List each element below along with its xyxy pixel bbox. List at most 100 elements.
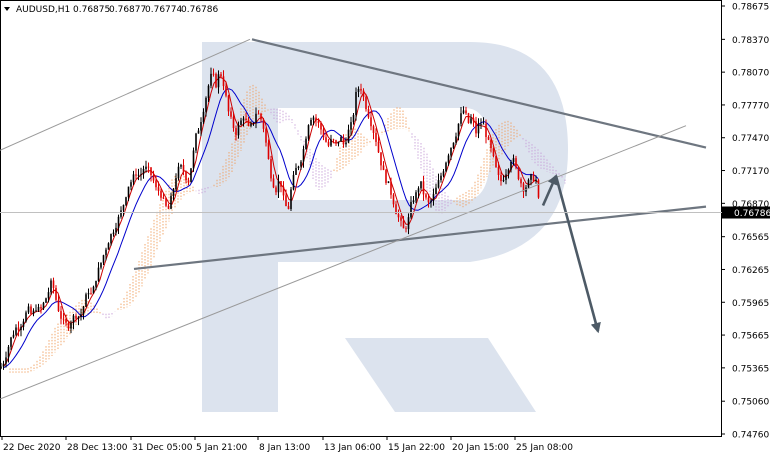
candle-body [65, 318, 67, 323]
candle-body [57, 299, 60, 312]
candle-body [310, 119, 312, 126]
candle-body [467, 113, 470, 123]
candle-body [7, 346, 10, 358]
candle-body [12, 334, 15, 338]
candle-body [135, 174, 137, 176]
candle-body [67, 322, 70, 329]
y-tick-label: 0.74760 [732, 431, 769, 441]
y-tick-label: 0.76265 [732, 266, 769, 276]
watermark-letter-bowl [202, 42, 568, 412]
channel-line [0, 125, 687, 400]
candle-body [155, 180, 157, 188]
collapse-triangle-icon[interactable] [4, 7, 10, 11]
watermark-logo [202, 42, 568, 412]
candle-body [305, 138, 307, 150]
candle-body [415, 192, 417, 201]
candle-body [185, 171, 187, 181]
x-tick-label: 31 Dec 05:00 [132, 443, 193, 453]
candle-body [287, 206, 290, 210]
forecast-arrow [541, 174, 558, 207]
candle-body [87, 293, 90, 295]
y-tick-label: 0.75060 [732, 398, 769, 408]
kijun-line [3, 88, 539, 369]
header-close: 0.76786 [181, 5, 218, 15]
candle-body [500, 174, 502, 182]
candle-body [312, 117, 315, 120]
candle-body [355, 91, 357, 115]
candle-body [455, 136, 457, 143]
candle-body [280, 180, 282, 187]
candle-body [472, 118, 475, 122]
y-tick-label: 0.76565 [732, 233, 769, 243]
candle-body [167, 205, 170, 209]
x-tick-label: 28 Dec 13:00 [67, 443, 128, 453]
candle-body [147, 166, 150, 168]
candle-body [292, 174, 295, 190]
candle-body [387, 181, 390, 183]
candle-body [367, 109, 370, 118]
candle-body [512, 158, 515, 162]
candle-body [265, 128, 267, 143]
candle-body [485, 123, 487, 138]
y-tick-label: 0.75665 [732, 332, 769, 342]
candle-body [240, 120, 242, 125]
candle-body [40, 306, 42, 309]
candle-body [382, 165, 385, 171]
candle-body [37, 306, 40, 311]
candle-body [152, 175, 155, 181]
candle-body [460, 113, 462, 124]
candle-body [480, 124, 482, 125]
chart-header: AUDUSD,H1 0.76875 0.76877 0.76774 0.7678… [4, 5, 218, 15]
candle-body [452, 142, 455, 148]
candle-body [357, 88, 360, 92]
candle-body [160, 190, 162, 198]
candle-body [42, 302, 45, 309]
candle-body [85, 294, 87, 307]
y-tick-label: 0.77770 [732, 101, 769, 111]
candle-body [482, 123, 485, 125]
candle-body [97, 267, 100, 281]
candle-body [132, 174, 135, 183]
y-tick-label: 0.77170 [732, 167, 769, 177]
channel-line [0, 38, 251, 151]
candle-body [100, 262, 102, 268]
candle-body [247, 119, 250, 126]
candle-body [497, 167, 500, 175]
candle-body [55, 287, 57, 300]
current-price-tag-label: 0.76786 [734, 209, 771, 219]
candle-body [5, 357, 7, 364]
candle-body [377, 141, 380, 153]
candle-body [457, 123, 460, 137]
candle-body [250, 123, 252, 126]
candle-body [390, 181, 392, 195]
candle-body [350, 122, 352, 130]
candle-body [257, 113, 260, 115]
candle-body [342, 137, 345, 145]
candle-body [380, 152, 382, 166]
candle-body [22, 321, 25, 327]
candle-body [432, 194, 435, 201]
x-tick-label: 5 Jan 21:00 [196, 443, 248, 453]
y-axis: 0.78675 0.78370 0.78070 0.77770 0.77470 0.771… [722, 3, 769, 441]
candle-body [370, 117, 372, 127]
header-symbol: AUDUSD,H1 [16, 5, 70, 15]
candle-body [407, 217, 410, 230]
candle-body [127, 186, 130, 198]
candle-body [505, 174, 507, 180]
candle-body [165, 198, 167, 206]
candle-body [47, 292, 50, 299]
candle-body [417, 188, 420, 193]
candle-body [17, 327, 20, 331]
y-tick-label: 0.78370 [732, 36, 769, 46]
candle-body [197, 130, 200, 134]
candle-body [307, 125, 310, 139]
y-tick-label: 0.78070 [732, 69, 769, 79]
candle-body [252, 122, 255, 124]
candle-body [172, 189, 175, 196]
y-tick-label: 0.76870 [732, 200, 769, 210]
candle-body [120, 210, 122, 217]
candle-body [405, 228, 407, 230]
candle-body [427, 197, 430, 203]
candle-body [495, 155, 497, 168]
